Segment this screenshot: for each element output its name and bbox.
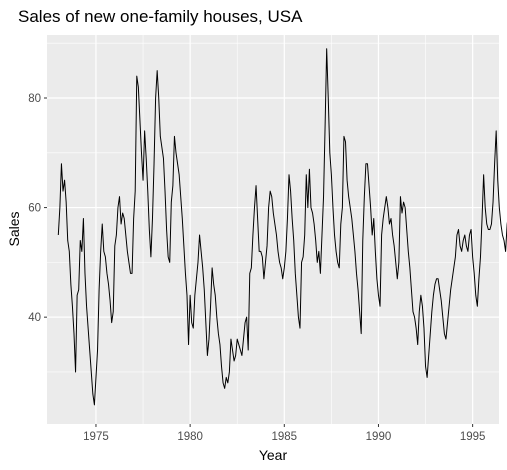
x-tick-label: 1975: [83, 431, 109, 443]
x-axis-title: Year: [259, 447, 288, 463]
chart-title: Sales of new one-family houses, USA: [18, 7, 303, 26]
x-tick-label: 1985: [272, 431, 298, 443]
minor-gridlines: [47, 35, 499, 424]
x-axis: 1975 1980 1985 1990 1995: [83, 424, 485, 443]
series-line-sales: [57, 48, 507, 406]
y-axis-title: Sales: [6, 211, 22, 246]
y-axis: 40 60 80: [28, 93, 47, 324]
x-tick-label: 1990: [366, 431, 392, 443]
plot-panel: [47, 35, 499, 424]
x-tick-label: 1980: [177, 431, 203, 443]
x-tick-label: 1995: [460, 431, 486, 443]
y-tick-label: 40: [28, 312, 41, 324]
y-tick-label: 80: [28, 93, 41, 105]
y-tick-label: 60: [28, 203, 41, 215]
